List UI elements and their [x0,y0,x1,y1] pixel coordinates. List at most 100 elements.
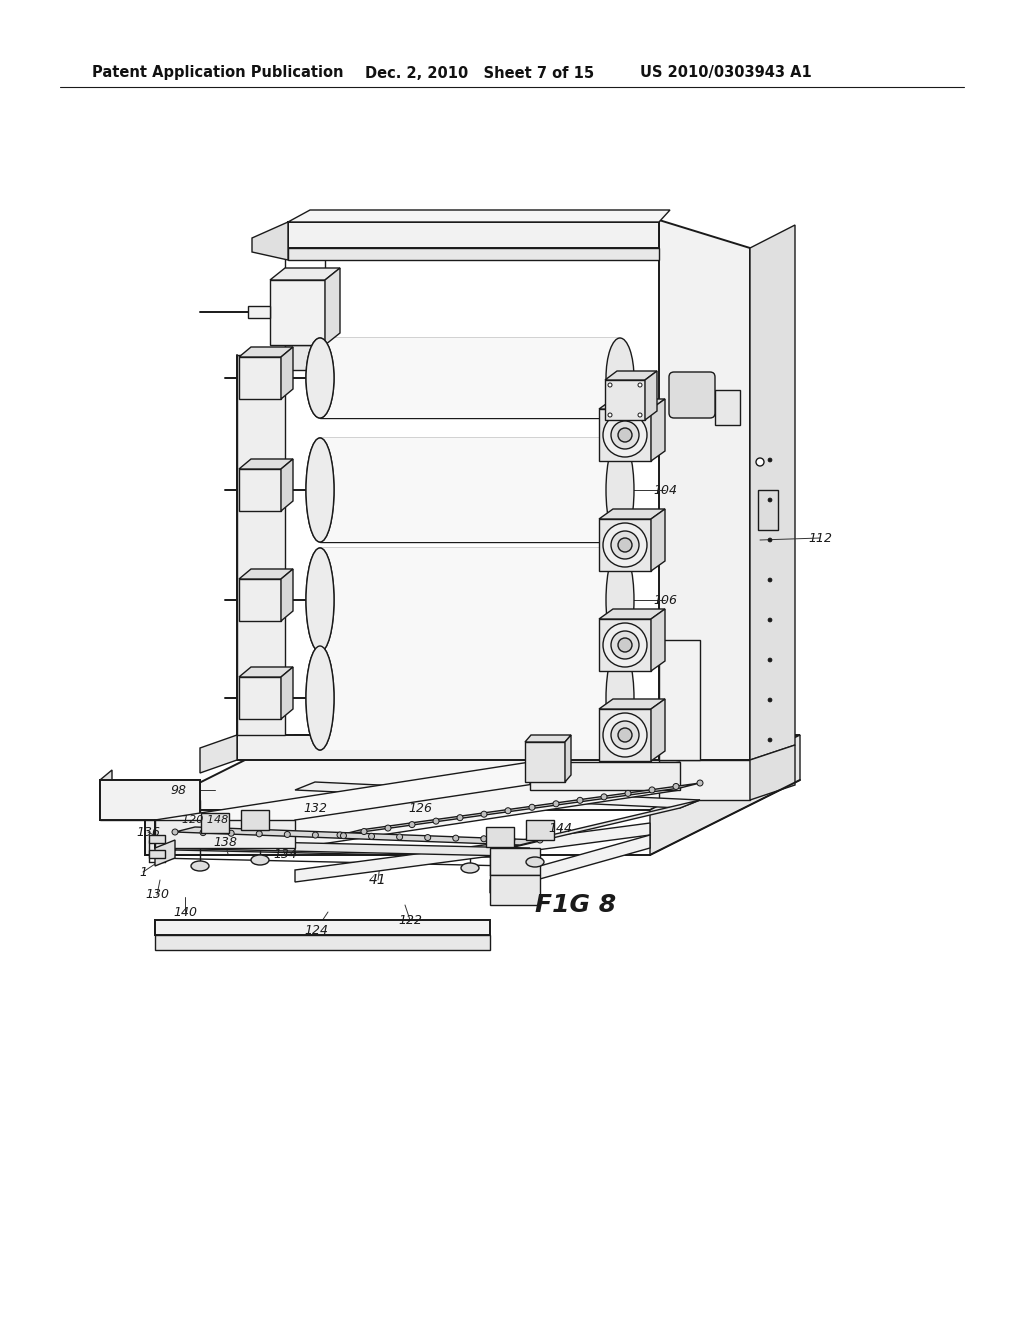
Circle shape [625,791,631,796]
Circle shape [611,421,639,449]
Ellipse shape [306,338,334,418]
Polygon shape [252,222,288,260]
Polygon shape [239,569,293,579]
Polygon shape [295,762,680,847]
Polygon shape [510,800,700,847]
Circle shape [673,784,679,789]
Text: 41: 41 [369,873,387,887]
Circle shape [361,829,367,834]
Polygon shape [281,459,293,511]
Polygon shape [599,409,651,461]
Polygon shape [200,735,237,774]
Polygon shape [100,780,200,820]
Ellipse shape [306,645,334,750]
Polygon shape [281,569,293,620]
Polygon shape [241,810,269,830]
Circle shape [768,539,772,543]
Text: 136: 136 [136,825,160,838]
Circle shape [409,821,415,828]
Polygon shape [490,847,540,875]
Circle shape [638,383,642,387]
Ellipse shape [606,645,634,750]
Polygon shape [650,735,800,855]
Circle shape [396,834,402,840]
Polygon shape [605,380,645,420]
Text: 98: 98 [170,784,186,796]
Polygon shape [525,735,571,742]
Circle shape [649,787,655,793]
Polygon shape [325,268,340,345]
Polygon shape [288,222,659,248]
Circle shape [697,780,703,785]
Text: 104: 104 [653,483,677,496]
Polygon shape [340,783,700,836]
Polygon shape [288,210,670,222]
FancyBboxPatch shape [669,372,715,418]
Circle shape [638,413,642,417]
Text: 122: 122 [398,913,422,927]
Polygon shape [525,742,565,781]
Circle shape [369,833,375,840]
Circle shape [618,638,632,652]
Text: 1: 1 [139,866,147,879]
Polygon shape [150,850,165,858]
Circle shape [768,618,772,622]
Polygon shape [237,735,659,760]
Polygon shape [239,579,281,620]
Ellipse shape [606,548,634,652]
Polygon shape [281,667,293,719]
Polygon shape [599,510,665,519]
Polygon shape [175,828,540,845]
Polygon shape [319,338,620,418]
Polygon shape [281,347,293,399]
Text: F1G 8: F1G 8 [535,894,616,917]
Polygon shape [145,810,295,855]
Circle shape [529,804,535,810]
Text: 112: 112 [808,532,831,544]
Polygon shape [599,609,665,619]
Circle shape [481,836,486,842]
Text: Dec. 2, 2010   Sheet 7 of 15: Dec. 2, 2010 Sheet 7 of 15 [365,66,594,81]
Polygon shape [565,735,571,781]
Polygon shape [599,399,665,409]
Circle shape [312,832,318,838]
Polygon shape [319,548,620,652]
Polygon shape [150,836,165,843]
Ellipse shape [306,548,334,652]
Polygon shape [155,762,530,847]
Ellipse shape [306,548,334,652]
Polygon shape [599,709,651,762]
Circle shape [608,413,612,417]
Polygon shape [486,828,514,847]
Circle shape [618,539,632,552]
Circle shape [618,428,632,442]
Text: 126: 126 [408,801,432,814]
Circle shape [481,812,487,817]
Polygon shape [295,781,700,808]
Polygon shape [100,800,200,820]
Polygon shape [239,347,293,356]
Polygon shape [295,822,650,882]
Polygon shape [490,836,650,894]
Polygon shape [100,770,112,820]
Polygon shape [155,920,490,935]
Polygon shape [155,840,530,855]
Circle shape [537,837,543,843]
Ellipse shape [306,338,334,418]
Text: 140: 140 [173,906,197,919]
Polygon shape [100,780,200,800]
Circle shape [457,814,463,821]
Circle shape [433,818,439,824]
Polygon shape [659,760,750,800]
Circle shape [278,286,283,293]
Circle shape [611,531,639,558]
Circle shape [603,413,647,457]
Polygon shape [659,640,700,760]
Circle shape [603,623,647,667]
Polygon shape [651,399,665,461]
Ellipse shape [251,855,269,865]
Circle shape [603,713,647,756]
Polygon shape [239,667,293,677]
Circle shape [611,631,639,659]
Polygon shape [319,645,620,750]
